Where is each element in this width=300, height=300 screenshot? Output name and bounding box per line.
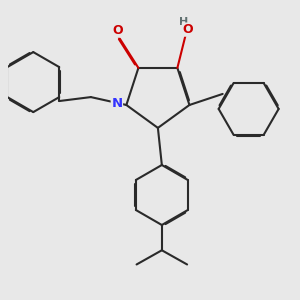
Text: N: N [111,97,122,110]
Text: O: O [112,24,122,37]
Text: H: H [179,17,188,27]
Text: O: O [182,23,193,36]
